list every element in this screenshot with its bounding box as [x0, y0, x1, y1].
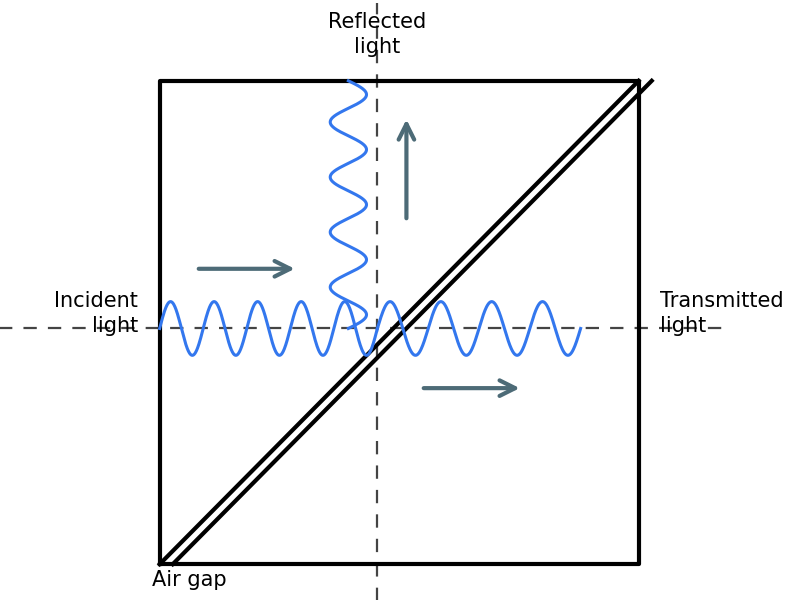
Text: Transmitted
light: Transmitted light [661, 291, 784, 336]
Text: Incident
light: Incident light [54, 291, 138, 336]
Text: Reflected
light: Reflected light [328, 12, 426, 57]
Text: Air gap: Air gap [152, 570, 227, 590]
